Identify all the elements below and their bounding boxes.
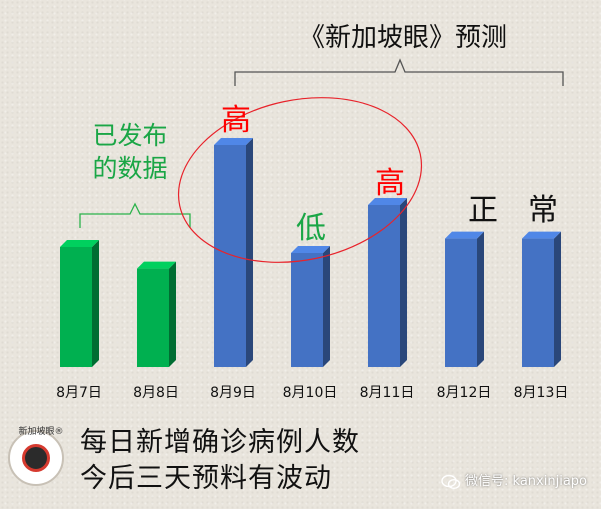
bar-chart: 8月7日 8月8日 8月9日 8月10日 8月11日 8月12日 8月13日 已发布 的数据… [56, 23, 568, 401]
bar-side [92, 240, 99, 367]
logo-text: 新加坡眼® [18, 427, 64, 437]
bars-group [60, 138, 561, 367]
bar-annotation-aug12: 正 [468, 193, 498, 228]
logo-eye-icon [22, 444, 50, 472]
bar-4 [291, 246, 330, 367]
bar-top [291, 246, 330, 253]
bar-side [169, 261, 176, 367]
x-tick-label: 8月11日 [360, 385, 415, 401]
wechat-icon [441, 474, 461, 489]
x-tick-label: 8月12日 [437, 385, 492, 401]
bar-front [291, 253, 323, 367]
highlight-ellipse [177, 97, 423, 263]
x-tick-label: 8月9日 [210, 385, 256, 401]
published-label-line2: 的数据 [92, 154, 167, 183]
bar-annotation-aug13: 常 [528, 193, 558, 228]
x-tick-label: 8月7日 [56, 385, 102, 401]
brand-logo: 新加坡眼® [8, 424, 70, 486]
bar-annotation-aug11: 高 [375, 166, 405, 201]
wechat-id: 微信号: kanxinjiapo [465, 474, 587, 489]
bar-front [214, 145, 246, 367]
bar-front [368, 205, 400, 367]
bar-2 [137, 261, 176, 367]
bar-side [400, 198, 407, 367]
forecast-bracket [234, 58, 564, 86]
bar-front [137, 268, 169, 367]
footer: 新加坡眼® 每日新增确诊病例人数 今后三天预料有波动 微信号: kanxinji… [0, 418, 601, 509]
bar-side [477, 231, 484, 367]
caption-line-1: 每日新增确诊病例人数 [80, 427, 360, 458]
bar-6 [445, 231, 484, 367]
bar-side [246, 138, 253, 367]
bar-side [554, 231, 561, 367]
bar-1 [60, 240, 99, 367]
x-tick-label: 8月10日 [283, 385, 338, 401]
bar-7 [522, 231, 561, 367]
bar-top [137, 261, 176, 269]
published-label-line1: 已发布 [92, 121, 167, 150]
bar-top [522, 231, 561, 239]
bar-top [445, 231, 484, 239]
published-bracket [79, 202, 191, 228]
forecast-label: 《新加坡眼》预测 [299, 23, 507, 53]
caption-line-2: 今后三天预料有波动 [80, 463, 332, 494]
bar-side [323, 246, 330, 367]
bar-top [214, 138, 253, 145]
bar-5 [368, 198, 407, 367]
bar-top [60, 240, 99, 247]
wechat-watermark: 微信号: kanxinjiapo [441, 470, 587, 490]
bar-front [445, 238, 477, 367]
x-tick-label: 8月13日 [514, 385, 569, 401]
bar-front [522, 238, 554, 367]
bar-annotation-aug10: 低 [296, 211, 326, 246]
bar-annotation-aug9: 高 [221, 103, 251, 138]
bar-top [368, 198, 407, 205]
x-tick-labels: 8月7日 8月8日 8月9日 8月10日 8月11日 8月12日 8月13日 [56, 385, 568, 401]
x-tick-label: 8月8日 [133, 385, 179, 401]
bar-front [60, 247, 92, 367]
bar-3 [214, 138, 253, 367]
